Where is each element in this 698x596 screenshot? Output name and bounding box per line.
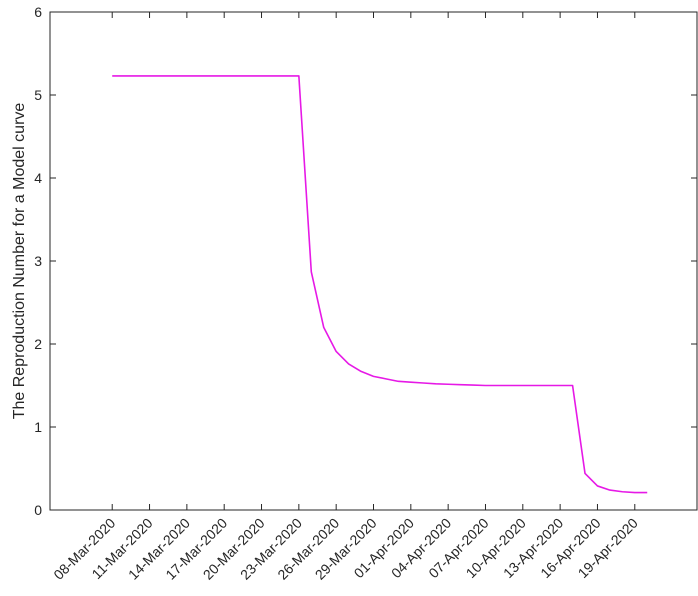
y-tick-label: 6 [34, 4, 42, 20]
y-axis-label: The Reproduction Number for a Model curv… [11, 103, 28, 420]
y-tick-label: 2 [34, 336, 42, 352]
y-tick-label: 0 [34, 502, 42, 518]
series-line [112, 75, 648, 494]
y-tick-label: 5 [34, 87, 42, 103]
axes-box [49, 11, 698, 511]
y-tick-label: 1 [34, 419, 42, 435]
y-tick-label: 4 [34, 170, 42, 186]
series-layer [112, 75, 648, 494]
plot-area [50, 12, 697, 510]
y-tick-label: 3 [34, 253, 42, 269]
y-axis-ticks: 0 1 2 3 4 5 6 [34, 4, 697, 518]
